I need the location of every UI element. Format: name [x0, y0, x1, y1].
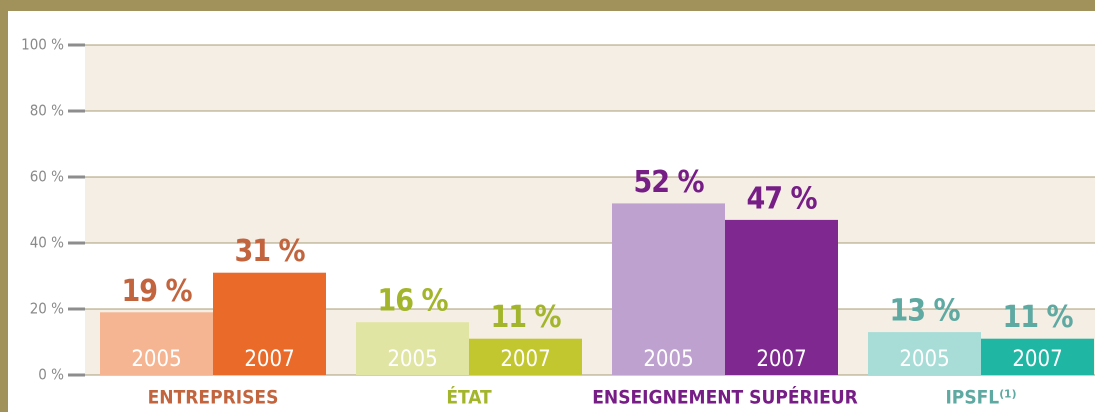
bar-year-label: 2007	[756, 347, 806, 372]
plot-band	[85, 45, 1095, 111]
x-tick-label: IPSFL⁽¹⁾	[945, 387, 1016, 409]
bar	[981, 338, 1094, 375]
plot-band	[85, 177, 1095, 243]
data-label: 16 %	[378, 284, 449, 319]
data-label: 11 %	[1003, 300, 1074, 335]
y-tick-label: 80 %	[30, 102, 64, 120]
left-border	[0, 0, 8, 412]
bar-year-label: 2005	[899, 347, 949, 372]
x-tick-label: ENSEIGNEMENT SUPÉRIEUR	[592, 386, 858, 409]
bar-year-label: 2005	[643, 347, 693, 372]
bar	[725, 219, 838, 375]
y-tick-label: 20 %	[30, 300, 64, 318]
y-tick-label: 40 %	[30, 234, 64, 252]
bar	[356, 322, 469, 375]
bar-year-label: 2007	[500, 347, 550, 372]
y-tick-label: 100 %	[21, 36, 64, 54]
data-label: 19 %	[122, 274, 193, 309]
y-tick-label: 60 %	[30, 168, 64, 186]
data-label: 31 %	[235, 234, 306, 269]
bar	[469, 338, 582, 375]
bar-year-label: 2005	[131, 347, 181, 372]
x-tick-label: ENTREPRISES	[148, 387, 279, 409]
data-label: 47 %	[747, 181, 818, 216]
bar	[612, 203, 725, 375]
x-tick-label: ÉTAT	[446, 386, 492, 409]
data-label: 52 %	[634, 165, 705, 200]
y-tick-label: 0 %	[38, 366, 64, 384]
data-label: 13 %	[890, 294, 961, 329]
bar	[868, 332, 981, 375]
data-label: 11 %	[491, 300, 562, 335]
bar-year-label: 2007	[244, 347, 294, 372]
bar-year-label: 2007	[1012, 347, 1062, 372]
bar	[100, 312, 213, 375]
top-border	[0, 0, 1095, 11]
bar	[213, 272, 326, 375]
bar-year-label: 2005	[387, 347, 437, 372]
